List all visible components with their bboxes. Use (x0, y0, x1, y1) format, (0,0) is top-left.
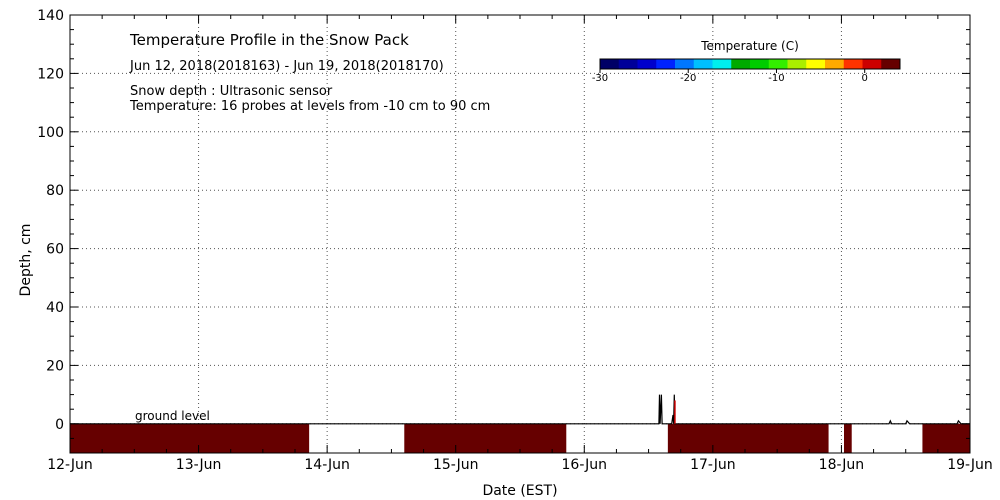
note-temperature: Temperature: 16 probes at levels from -1… (129, 99, 490, 114)
colorbar-tick-label: 0 (862, 73, 868, 84)
colorbar-swatch (712, 59, 732, 69)
y-tick-label: 40 (46, 300, 64, 316)
x-tick-label: 14-Jun (304, 457, 350, 473)
ground-segment (667, 423, 829, 453)
chart-title: Temperature Profile in the Snow Pack (129, 31, 409, 49)
grid-lines (70, 15, 970, 453)
x-tick-label: 18-Jun (819, 457, 865, 473)
ground-segment (404, 423, 567, 453)
x-tick-label: 16-Jun (562, 457, 608, 473)
x-tick-label: 15-Jun (433, 457, 479, 473)
colorbar-tick-label: -30 (592, 73, 608, 84)
ground-level-label: ground level (135, 409, 210, 423)
y-tick-label: 120 (37, 66, 64, 82)
y-tick-label: 140 (37, 8, 64, 24)
colorbar-swatch (731, 59, 751, 69)
colorbar-swatch (825, 59, 845, 69)
colorbar-swatch (656, 59, 676, 69)
colorbar-swatch (881, 59, 901, 69)
y-tick-label: 0 (55, 417, 64, 433)
x-tick-label: 17-Jun (690, 457, 736, 473)
note-snow-depth: Snow depth : Ultrasonic sensor (130, 84, 333, 99)
colorbar-title: Temperature (C) (700, 39, 799, 53)
y-tick-label: 60 (46, 242, 64, 258)
colorbar-frame (599, 58, 901, 70)
ground-segment (922, 423, 970, 453)
colorbar-swatch (787, 59, 807, 69)
colorbar-swatch (600, 59, 620, 69)
colorbar-swatch (806, 59, 826, 69)
x-axis-title: Date (EST) (482, 483, 557, 499)
axes: 0 20 40 60 80 100 120 140 12-Jun 13-Jun 14-Jun 15-J… (37, 8, 993, 473)
colorbar-tick-label: -20 (680, 73, 696, 84)
colorbar-tick-label: -10 (768, 73, 784, 84)
chart-subtitle: Jun 12, 2018(2018163) - Jun 19, 2018(201… (129, 59, 444, 74)
y-tick-label: 100 (37, 125, 64, 141)
x-tick-label: 12-Jun (47, 457, 93, 473)
y-tick-label: 20 (46, 358, 64, 374)
colorbar-swatch (843, 59, 863, 69)
y-axis-title: Depth, cm (18, 224, 34, 297)
colorbar-swatch (618, 59, 638, 69)
x-tick-label: 13-Jun (176, 457, 222, 473)
colorbar-swatch (768, 59, 788, 69)
snow-depth-series (70, 394, 970, 425)
ground-segment (70, 423, 310, 453)
colorbar-swatch (750, 59, 770, 69)
ground-temperature-segments (70, 423, 970, 453)
x-tick-label: 19-Jun (947, 457, 993, 473)
plot-frame (69, 14, 971, 454)
colorbar-swatch (675, 59, 695, 69)
colorbar-swatch (862, 59, 882, 69)
colorbar-legend: Temperature (C) -30 -20 -10 0 (592, 39, 901, 84)
ground-segment (844, 423, 852, 453)
snow-depth-line (70, 394, 970, 425)
colorbar-swatch (693, 59, 713, 69)
colorbar-swatch (637, 59, 657, 69)
y-tick-label: 80 (46, 183, 64, 199)
